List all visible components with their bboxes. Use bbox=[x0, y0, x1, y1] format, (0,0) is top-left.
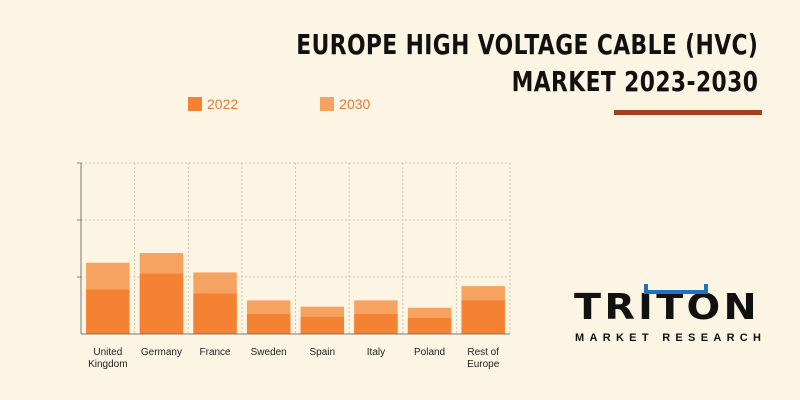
x-tick-label: Spain bbox=[310, 347, 336, 358]
chart-title: EUROPE HIGH VOLTAGE CABLE (HVC) MARKET 2… bbox=[296, 26, 758, 100]
triton-logo: TRITON MARKET RESEARCH bbox=[574, 284, 761, 344]
legend-item-2030: 2030 bbox=[320, 96, 370, 112]
logo-subtitle: MARKET RESEARCH bbox=[575, 332, 761, 344]
bar-2022 bbox=[461, 300, 505, 334]
legend-label-2022: 2022 bbox=[207, 96, 239, 112]
bar-2022 bbox=[139, 273, 184, 334]
logo-blue-bracket-icon bbox=[644, 284, 708, 294]
x-tick-label: Rest of Europe bbox=[467, 347, 500, 370]
bar-2022 bbox=[193, 293, 237, 334]
bar-2022 bbox=[86, 289, 130, 334]
bar-2022 bbox=[246, 314, 291, 334]
legend-item-2022: 2022 bbox=[188, 96, 238, 112]
title-underline bbox=[614, 110, 762, 115]
x-tick-label: Poland bbox=[414, 347, 445, 358]
legend-label-2030: 2030 bbox=[339, 96, 371, 112]
legend-swatch-2022 bbox=[188, 97, 202, 111]
legend: 2022 2030 bbox=[188, 96, 370, 112]
x-tick-label: Germany bbox=[141, 347, 182, 358]
x-tick-label: United Kingdom bbox=[88, 347, 127, 370]
x-tick-label: Sweden bbox=[251, 347, 287, 358]
legend-swatch-2030 bbox=[320, 97, 335, 111]
x-tick-label: Italy bbox=[367, 347, 385, 358]
bar-2022 bbox=[300, 316, 345, 334]
bar-2022 bbox=[407, 318, 452, 334]
chart-title-line-2: MARKET 2023-2030 bbox=[511, 65, 758, 98]
chart-title-line-1: EUROPE HIGH VOLTAGE CABLE (HVC) bbox=[295, 28, 758, 61]
bar-2022 bbox=[354, 314, 398, 334]
x-tick-label: France bbox=[200, 347, 232, 358]
